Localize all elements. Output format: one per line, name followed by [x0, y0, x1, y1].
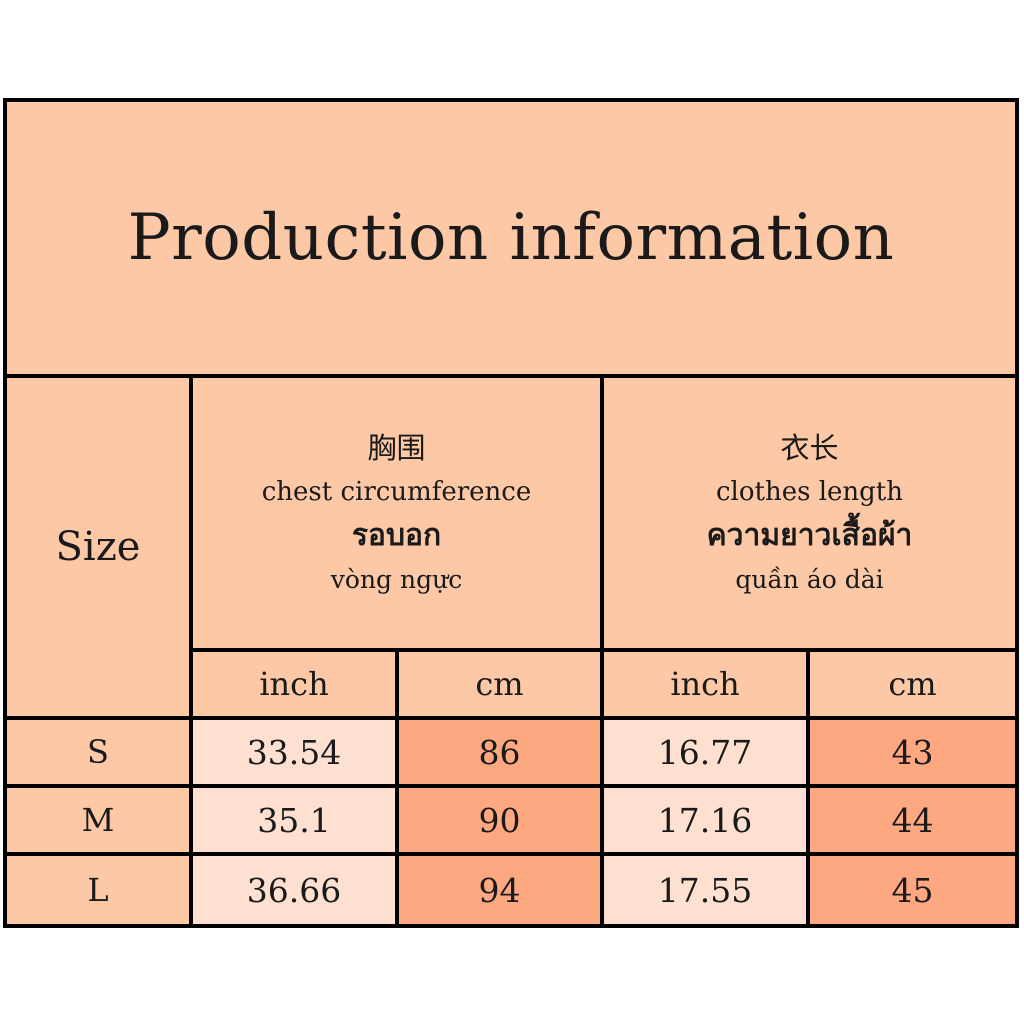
chest-inch-m: 35.1 [193, 788, 395, 852]
chest-inch-s: 33.54 [193, 720, 395, 784]
length-label-vi: quần áo dài [735, 565, 884, 594]
chest-label-en: chest circumference [261, 477, 532, 507]
length-header: 衣长 clothes length ความยาวเสื้อผ้า quần á… [604, 378, 1015, 648]
row-size-m: M [7, 788, 189, 852]
chest-label-th: รอบอก [351, 518, 442, 553]
length-cm-l: 45 [810, 856, 1015, 924]
length-inch-m: 17.16 [604, 788, 806, 852]
chest-label-zh: 胸围 [367, 431, 426, 465]
unit-length-cm: cm [810, 652, 1015, 716]
unit-chest-inch: inch [193, 652, 395, 716]
length-inch-s: 16.77 [604, 720, 806, 784]
size-table: Production information Size 胸围 chest cir… [3, 98, 1019, 928]
length-label-th: ความยาวเสื้อผ้า [706, 518, 913, 553]
length-cm-s: 43 [810, 720, 1015, 784]
length-cm-m: 44 [810, 788, 1015, 852]
length-inch-l: 17.55 [604, 856, 806, 924]
unit-length-inch: inch [604, 652, 806, 716]
chest-label-vi: vòng ngực [330, 565, 463, 594]
row-size-l: L [7, 856, 189, 924]
table-title: Production information [7, 102, 1015, 374]
chest-inch-l: 36.66 [193, 856, 395, 924]
chest-cm-s: 86 [399, 720, 600, 784]
chest-header: 胸围 chest circumference รอบอก vòng ngực [193, 378, 600, 648]
unit-chest-cm: cm [399, 652, 600, 716]
size-column-header: Size [7, 378, 189, 716]
row-size-s: S [7, 720, 189, 784]
length-label-en: clothes length [715, 477, 903, 507]
chest-cm-l: 94 [399, 856, 600, 924]
chest-cm-m: 90 [399, 788, 600, 852]
length-label-zh: 衣长 [780, 431, 839, 465]
